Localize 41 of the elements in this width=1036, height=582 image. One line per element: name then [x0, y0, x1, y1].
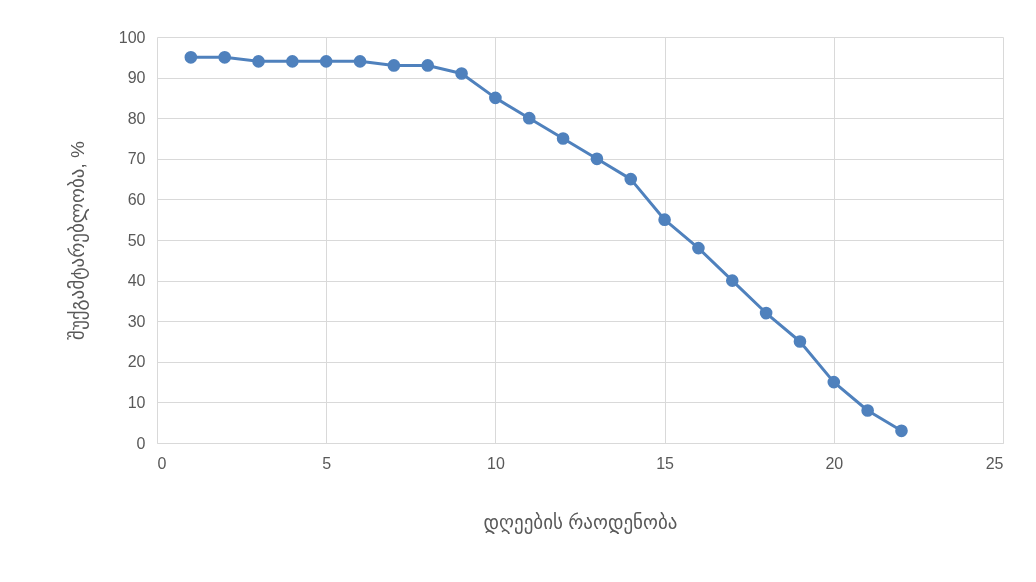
y-tick-label: 80	[127, 109, 146, 127]
point	[184, 50, 198, 64]
y-tick-label: 60	[127, 190, 146, 208]
point	[489, 91, 502, 105]
y-tick-label: 100	[118, 28, 146, 46]
point	[387, 59, 401, 72]
point	[286, 55, 299, 68]
y-tick-label: 70	[127, 150, 146, 168]
point	[895, 424, 908, 438]
point	[861, 404, 874, 417]
point	[759, 306, 773, 320]
point	[455, 67, 468, 80]
x-tick-label: 15	[656, 454, 675, 472]
point	[793, 335, 807, 348]
y-tick-label: 90	[127, 69, 146, 87]
y-tick-label: 50	[127, 231, 146, 249]
y-tick-label: 40	[127, 272, 146, 290]
x-tick-label: 10	[487, 454, 505, 472]
y-tick-label: 30	[127, 312, 146, 330]
y-tick-label: 20	[127, 353, 146, 371]
point	[353, 55, 367, 68]
x-tick-label: 0	[157, 454, 167, 472]
point	[218, 50, 232, 64]
point	[827, 375, 841, 389]
point	[252, 55, 265, 68]
point	[590, 152, 604, 166]
point	[692, 241, 705, 255]
point	[658, 213, 671, 227]
x-tick-label: 5	[322, 454, 332, 472]
y-tick-label: 0	[136, 434, 146, 452]
point	[319, 55, 333, 68]
point	[725, 274, 739, 287]
point	[522, 111, 536, 125]
point	[624, 172, 638, 186]
y-axis-title: შუქგამტარებლობა, %	[66, 140, 89, 340]
point	[556, 132, 570, 145]
x-tick-label: 20	[825, 454, 844, 472]
x-axis-title: დღეების რაოდენობა	[483, 511, 678, 534]
point	[421, 59, 435, 72]
y-tick-label: 10	[127, 393, 146, 411]
x-tick-label: 25	[985, 454, 1004, 472]
